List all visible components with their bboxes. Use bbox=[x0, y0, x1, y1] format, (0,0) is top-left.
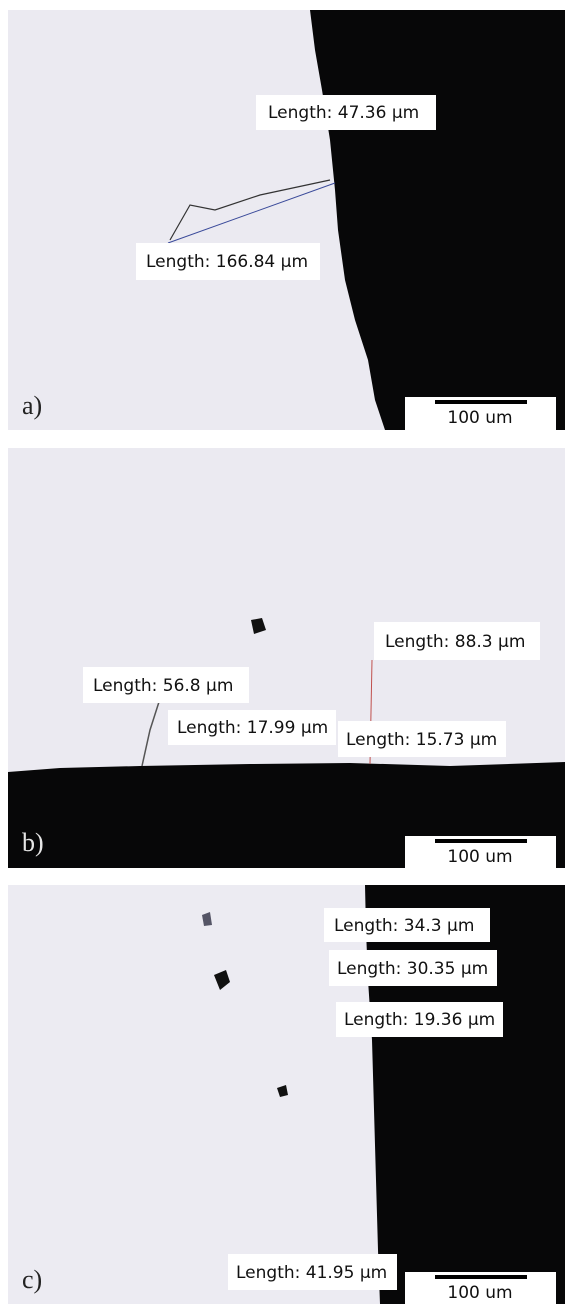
page: Length: 47.36 µm Length: 166.84 µm a) 10… bbox=[0, 0, 565, 1306]
measurement: Length: 15.73 µm bbox=[346, 730, 497, 750]
measurement: Length: 56.8 µm bbox=[93, 676, 233, 696]
panel-c: Length: 34.3 µm Length: 30.35 µm Length:… bbox=[8, 885, 565, 1304]
scale-label: 100 um bbox=[447, 847, 512, 867]
scale-label: 100 um bbox=[447, 1283, 512, 1303]
figure: Length: 47.36 µm Length: 166.84 µm a) 10… bbox=[0, 0, 565, 1306]
measurement: Length: 19.36 µm bbox=[344, 1010, 495, 1030]
dark-region bbox=[365, 885, 565, 1304]
measurement: Length: 41.95 µm bbox=[236, 1263, 387, 1283]
panel-label: c) bbox=[22, 1265, 42, 1294]
measurement: Length: 88.3 µm bbox=[385, 632, 525, 652]
measurement: Length: 34.3 µm bbox=[334, 916, 474, 936]
panel-label: b) bbox=[22, 828, 44, 857]
measurement: Length: 47.36 µm bbox=[268, 103, 419, 123]
measurement: Length: 166.84 µm bbox=[146, 252, 308, 272]
panel-label: a) bbox=[22, 391, 42, 420]
measurement: Length: 30.35 µm bbox=[337, 959, 488, 979]
scale-label: 100 um bbox=[447, 408, 512, 428]
panel-b: Length: 88.3 µm Length: 56.8 µm Length: … bbox=[8, 448, 565, 868]
measurement: Length: 17.99 µm bbox=[177, 718, 328, 738]
panel-a: Length: 47.36 µm Length: 166.84 µm a) 10… bbox=[8, 10, 565, 430]
